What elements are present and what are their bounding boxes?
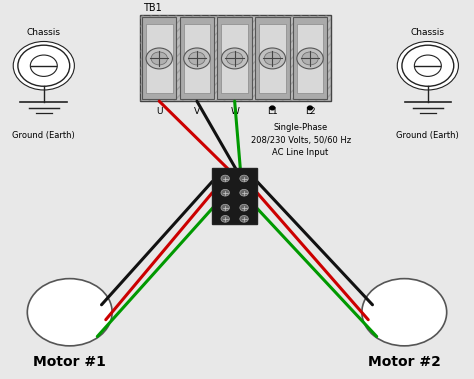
FancyBboxPatch shape [180,17,214,99]
Circle shape [227,52,243,65]
Circle shape [414,55,441,77]
Circle shape [151,52,167,65]
Circle shape [402,45,454,86]
Text: V: V [194,107,200,116]
Text: L1: L1 [267,107,278,116]
FancyBboxPatch shape [212,168,257,224]
Circle shape [308,106,312,110]
Circle shape [397,41,458,90]
FancyBboxPatch shape [255,17,290,99]
Circle shape [240,204,248,211]
FancyBboxPatch shape [183,24,210,93]
Text: TB1: TB1 [143,3,162,13]
FancyBboxPatch shape [146,24,173,93]
Circle shape [221,175,229,182]
FancyBboxPatch shape [140,15,331,101]
Circle shape [18,45,70,86]
Text: W: W [230,107,239,116]
Circle shape [240,190,248,196]
FancyBboxPatch shape [218,17,252,99]
Circle shape [302,52,318,65]
FancyBboxPatch shape [293,17,327,99]
Circle shape [240,175,248,182]
Circle shape [189,52,205,65]
Circle shape [221,190,229,196]
Circle shape [270,106,275,110]
Circle shape [221,48,248,69]
Text: Single-Phase
208/230 Volts, 50/60 Hz
AC Line Input: Single-Phase 208/230 Volts, 50/60 Hz AC … [251,124,351,157]
FancyBboxPatch shape [297,24,323,93]
Circle shape [27,279,112,346]
Text: Chassis: Chassis [411,28,445,37]
FancyBboxPatch shape [221,24,248,93]
Circle shape [259,48,285,69]
Circle shape [30,55,57,77]
Circle shape [221,204,229,211]
Text: Motor #1: Motor #1 [33,355,106,369]
Circle shape [221,216,229,222]
Text: Ground (Earth): Ground (Earth) [396,131,459,140]
Text: Ground (Earth): Ground (Earth) [12,131,75,140]
Text: Chassis: Chassis [27,28,61,37]
Circle shape [13,41,74,90]
Circle shape [297,48,323,69]
Text: L2: L2 [305,107,315,116]
Circle shape [264,52,281,65]
Circle shape [362,279,447,346]
FancyBboxPatch shape [259,24,286,93]
Circle shape [184,48,210,69]
Text: Motor #2: Motor #2 [368,355,441,369]
Circle shape [240,216,248,222]
Circle shape [146,48,173,69]
FancyBboxPatch shape [142,17,176,99]
Text: U: U [156,107,163,116]
